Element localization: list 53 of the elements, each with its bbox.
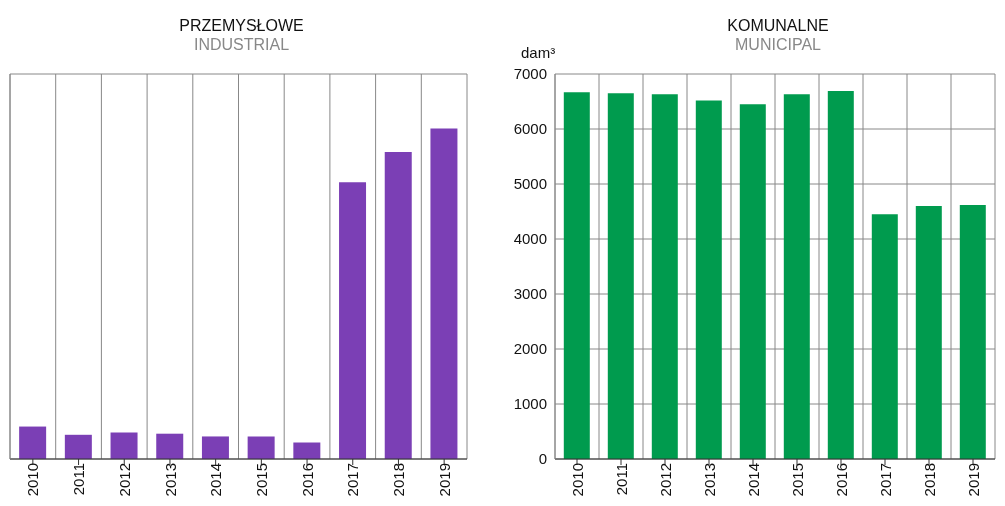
- x-tick-label: 2017: [344, 463, 362, 497]
- x-tick-label: 2011: [612, 463, 630, 496]
- y-tick-label: 2000: [513, 340, 547, 358]
- x-tick-label: 2012: [656, 463, 674, 497]
- bar: [827, 91, 854, 459]
- bar: [871, 214, 898, 459]
- bar: [739, 104, 766, 459]
- bar: [607, 93, 634, 459]
- chart-subtitle: MUNICIPAL: [734, 35, 822, 54]
- x-tick-label: 2016: [832, 463, 850, 497]
- x-tick-label: 2015: [788, 463, 806, 497]
- x-tick-label: 2012: [115, 463, 133, 497]
- y-tick-label: 3000: [513, 285, 547, 303]
- x-tick-label: 2018: [920, 463, 938, 497]
- x-tick-label: 2019: [435, 463, 453, 497]
- x-tick-label: 2014: [207, 463, 225, 497]
- bar: [156, 433, 184, 459]
- x-tick-label: 2013: [700, 463, 718, 497]
- chart-subtitle: INDUSTRIAL: [192, 35, 291, 54]
- bar: [783, 94, 810, 459]
- y-tick-label: 5000: [513, 175, 547, 193]
- bar: [201, 436, 229, 459]
- bar: [959, 204, 986, 459]
- bar: [64, 434, 92, 459]
- x-tick-label: 2018: [390, 463, 408, 497]
- x-tick-label: 2015: [253, 463, 270, 497]
- x-tick-label: 2017: [876, 463, 894, 497]
- x-tick-label: 2010: [24, 463, 42, 497]
- bar: [339, 182, 367, 459]
- bar: [110, 432, 138, 459]
- x-tick-label: 2014: [744, 463, 762, 497]
- y-tick-label: 7000: [513, 65, 547, 83]
- x-tick-label: 2011: [70, 463, 88, 496]
- bar: [247, 436, 275, 459]
- bar: [651, 94, 678, 459]
- x-tick-label: 2013: [161, 463, 179, 497]
- bar: [384, 152, 412, 459]
- bar: [563, 92, 590, 459]
- chart-title: KOMUNALNE: [726, 16, 830, 35]
- y-tick-label: 4000: [513, 230, 547, 248]
- bar: [695, 100, 722, 459]
- y-tick-label: 1000: [513, 395, 547, 413]
- x-tick-label: 2016: [298, 463, 316, 497]
- y-tick-label: 6000: [513, 120, 547, 138]
- x-tick-label: 2019: [964, 463, 982, 497]
- x-tick-label: 2010: [568, 463, 586, 497]
- bar: [293, 442, 321, 459]
- bar: [915, 206, 942, 459]
- y-tick-label: 0: [538, 450, 547, 468]
- chart-title: PRZEMYSŁOWE: [178, 16, 305, 35]
- y-axis-title: dam³: [521, 44, 556, 61]
- bar: [430, 128, 458, 459]
- bar: [19, 426, 47, 459]
